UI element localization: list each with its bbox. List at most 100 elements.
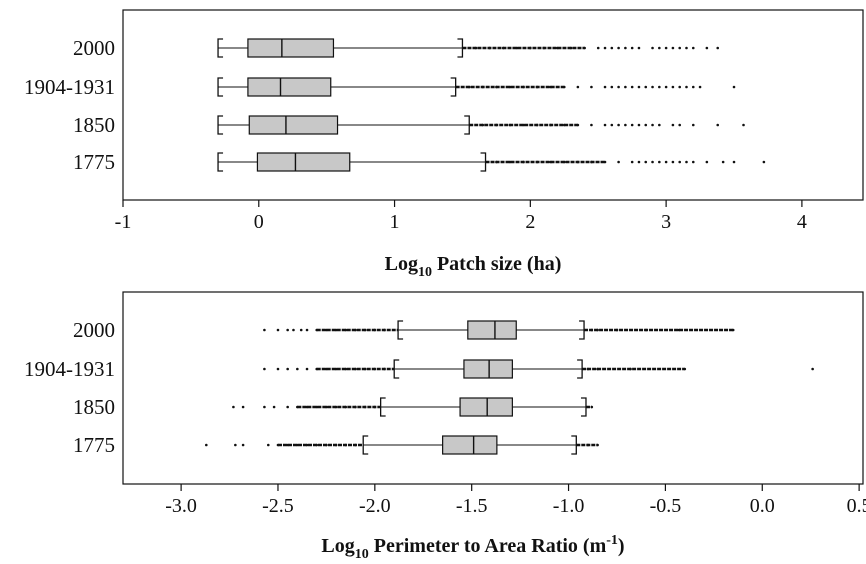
iqr-box — [459, 397, 513, 417]
chart-panel-1: -1 0 1 2 3 4 Log10 Patch size (ha) 2000 1904-193… — [24, 9, 864, 280]
chart-panel-2: -3.0 -2.5 -2.0 -1.5 -1.0 -0.5 0.0 0.5 Log10 Peri… — [24, 291, 866, 562]
plot-frame — [122, 9, 864, 201]
category-label: 2000 — [73, 318, 115, 342]
x-tick-label: -3.0 — [165, 495, 197, 517]
outlier-point — [671, 85, 675, 89]
whisker-cap-high — [571, 435, 577, 455]
outlier-point — [664, 160, 668, 164]
outlier-point — [637, 123, 641, 127]
boxplot-series-1775: 1775 — [73, 150, 766, 174]
outlier-point — [671, 123, 675, 127]
iqr-box — [247, 38, 335, 58]
iqr-box — [256, 152, 351, 172]
outlier-point — [698, 85, 702, 89]
outlier-group — [455, 85, 736, 89]
outlier-point — [658, 46, 661, 50]
outlier-point — [241, 405, 245, 409]
outlier-point — [678, 85, 681, 89]
outlier-group — [485, 160, 766, 164]
outlier-point — [671, 46, 675, 50]
outlier-point — [305, 367, 309, 371]
outlier-point — [762, 160, 766, 164]
iqr-box — [248, 115, 339, 135]
boxplot-series-1904-1931: 1904-1931 — [24, 75, 736, 99]
outlier-point — [624, 123, 627, 127]
outlier-point — [732, 160, 736, 164]
category-label: 1904-1931 — [24, 75, 115, 99]
outlier-point — [624, 85, 627, 89]
x-tick-label: -2.0 — [359, 495, 391, 517]
x-tick-label: -1.0 — [553, 495, 585, 517]
category-label: 1775 — [73, 433, 115, 457]
outlier-point — [286, 367, 289, 371]
whisker-cap-high — [580, 397, 587, 417]
outlier-point — [286, 328, 289, 332]
outlier-point — [204, 443, 208, 447]
outlier-point — [644, 85, 648, 89]
outlier-point — [637, 85, 641, 89]
boxplot-series-1850: 1850 — [73, 395, 594, 419]
x-tick-label: 0.0 — [750, 495, 775, 517]
whisker-cap-low — [217, 77, 224, 97]
outlier-point — [691, 85, 695, 89]
outlier-point — [685, 46, 688, 50]
outlier-point — [811, 367, 814, 371]
x-tick-label: -0.5 — [650, 495, 682, 517]
boxplot-series-1850: 1850 — [73, 113, 745, 137]
x-axis-title: Log10 Patch size (ha) — [385, 253, 562, 280]
outlier-point — [651, 85, 654, 89]
outlier-point — [263, 405, 266, 409]
outlier-point — [590, 123, 593, 127]
whisker-cap-high — [480, 152, 487, 172]
whisker-cap-low — [217, 115, 224, 135]
outlier-group — [263, 328, 735, 332]
outlier-point — [617, 85, 620, 89]
outlier-point — [276, 328, 280, 332]
outlier-point — [716, 123, 720, 127]
x-tick-label: 1 — [390, 211, 400, 233]
outlier-point — [263, 328, 266, 332]
outlier-point — [742, 123, 745, 127]
x-tick-label: 4 — [797, 211, 807, 233]
outlier-point — [658, 85, 661, 89]
whisker-cap-high — [579, 320, 585, 340]
outlier-point — [721, 160, 725, 164]
outlier-point — [705, 46, 709, 50]
category-label: 1904-1931 — [24, 357, 115, 381]
outlier-point — [691, 123, 695, 127]
whisker-cap-low — [217, 38, 224, 58]
x-tick-label: 2 — [525, 211, 535, 233]
outlier-point — [610, 46, 614, 50]
outlier-point — [651, 123, 654, 127]
category-label: 2000 — [73, 36, 115, 60]
outlier-point — [266, 443, 270, 447]
x-tick-label: 0.5 — [847, 495, 866, 517]
outlier-point — [691, 46, 695, 50]
plot-frame — [122, 291, 864, 485]
whisker-cap-low — [379, 397, 386, 417]
outlier-point — [603, 85, 607, 89]
outlier-point — [678, 46, 681, 50]
outlier-point — [617, 123, 620, 127]
outlier-point — [624, 46, 627, 50]
iqr-box — [467, 320, 517, 340]
outlier-point — [651, 160, 654, 164]
x-tick-label: -1.5 — [456, 495, 488, 517]
boxplot-series-1775: 1775 — [73, 433, 599, 457]
boxplot-series-2000: 2000 — [73, 36, 720, 60]
outlier-point — [671, 160, 675, 164]
outlier-point — [276, 367, 280, 371]
outlier-point — [286, 405, 289, 409]
x-axis-title: Log10 Perimeter to Area Ratio (m-1) — [321, 533, 624, 562]
boxplot-series-1904-1931: 1904-1931 — [24, 357, 814, 381]
x-tick-label: 3 — [661, 211, 671, 233]
outlier-point — [637, 46, 641, 50]
outlier-point — [664, 85, 668, 89]
outlier-point — [603, 123, 607, 127]
outlier-point — [299, 328, 303, 332]
outlier-point — [617, 46, 620, 50]
outlier-point — [732, 85, 736, 89]
x-tick-label: 0 — [254, 211, 264, 233]
outlier-point — [263, 367, 266, 371]
